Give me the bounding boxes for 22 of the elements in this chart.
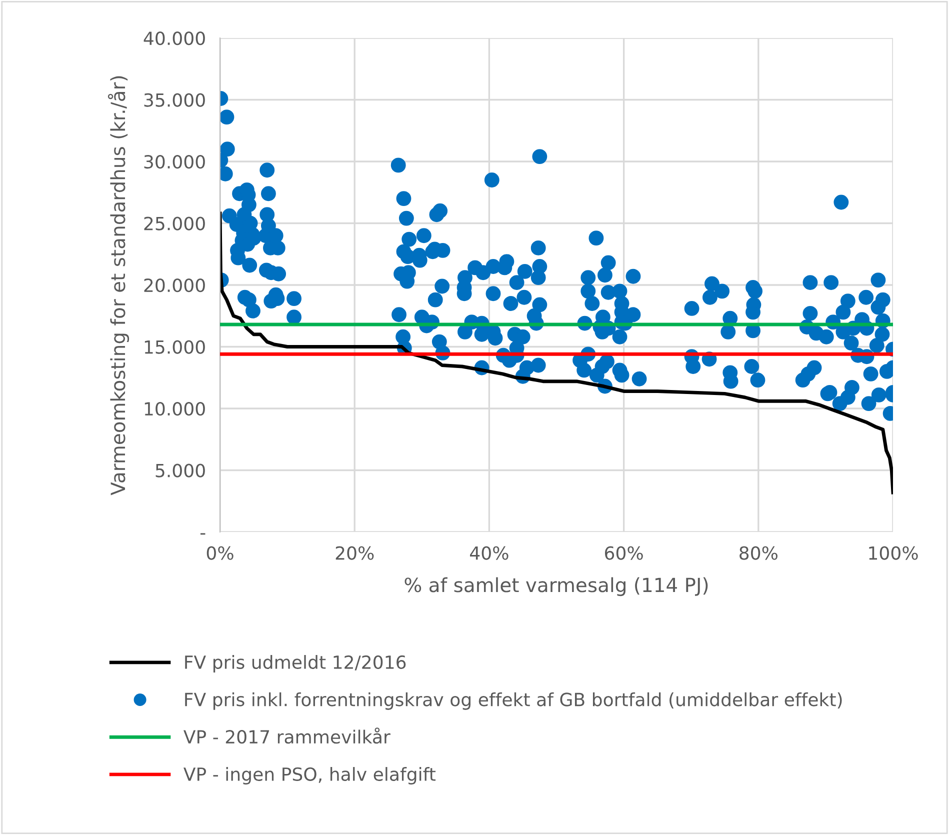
y-tick-label: 30.000	[144, 154, 205, 169]
y-tick-label: 25.000	[144, 216, 205, 230]
legend-label: VP - ingen PSO, halv elafgift	[184, 767, 436, 785]
legend-label: VP - 2017 rammevilkår	[184, 728, 390, 744]
y-tick-label: 5.000	[156, 464, 205, 478]
x-axis-title: % af samlet varmesalg (114 PJ)	[404, 577, 708, 596]
y-tick-label: 10.000	[144, 402, 205, 416]
x-tick-label: 80%	[740, 546, 778, 560]
x-tick-label: 40%	[470, 546, 508, 560]
x-tick-label: 0%	[206, 546, 234, 560]
x-tick-label: 20%	[336, 546, 374, 560]
y-tick-label: 40.000	[144, 31, 205, 46]
y-axis-title: Varmeomkosting for et standardhus (kr./år)	[108, 76, 130, 496]
y-tick-label: 35.000	[144, 93, 205, 107]
legend-label: FV pris inkl. forrentningskrav og effekt af GB bortfald (umiddelbar effekt)	[185, 692, 842, 710]
x-tick-label: 100%	[869, 546, 918, 560]
y-tick-label: 15.000	[144, 340, 205, 354]
line-series	[220, 212, 893, 494]
y-tick-label: 20.000	[144, 278, 205, 292]
x-tick-label: 60%	[604, 546, 643, 560]
y-tick-label: -	[200, 533, 206, 535]
legend-label: FV pris udmeldt 12/2016	[185, 655, 406, 672]
